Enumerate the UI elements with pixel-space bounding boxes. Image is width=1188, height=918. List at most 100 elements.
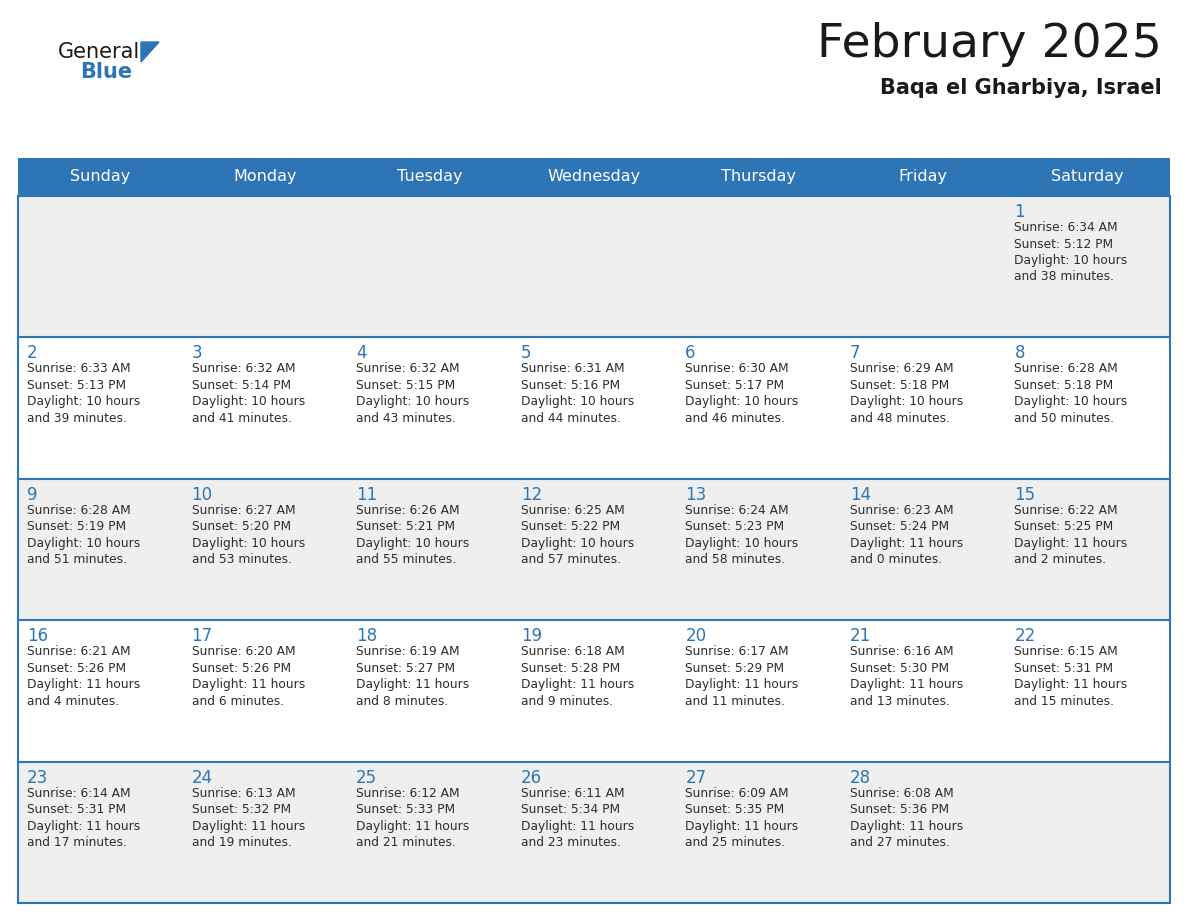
Text: Wednesday: Wednesday bbox=[548, 170, 640, 185]
Text: Daylight: 10 hours: Daylight: 10 hours bbox=[191, 396, 305, 409]
Text: and 48 minutes.: and 48 minutes. bbox=[849, 412, 950, 425]
Text: and 8 minutes.: and 8 minutes. bbox=[356, 695, 448, 708]
Text: Sunrise: 6:28 AM: Sunrise: 6:28 AM bbox=[27, 504, 131, 517]
Text: Sunrise: 6:33 AM: Sunrise: 6:33 AM bbox=[27, 363, 131, 375]
Text: 6: 6 bbox=[685, 344, 696, 363]
Text: 5: 5 bbox=[520, 344, 531, 363]
Text: 1: 1 bbox=[1015, 203, 1025, 221]
Text: Daylight: 11 hours: Daylight: 11 hours bbox=[27, 820, 140, 833]
Text: General: General bbox=[58, 42, 140, 62]
Text: Sunset: 5:20 PM: Sunset: 5:20 PM bbox=[191, 521, 291, 533]
Text: Sunset: 5:33 PM: Sunset: 5:33 PM bbox=[356, 803, 455, 816]
Text: Sunrise: 6:12 AM: Sunrise: 6:12 AM bbox=[356, 787, 460, 800]
Text: Daylight: 11 hours: Daylight: 11 hours bbox=[1015, 537, 1127, 550]
Text: Sunrise: 6:24 AM: Sunrise: 6:24 AM bbox=[685, 504, 789, 517]
Text: Sunrise: 6:27 AM: Sunrise: 6:27 AM bbox=[191, 504, 295, 517]
Text: Sunset: 5:31 PM: Sunset: 5:31 PM bbox=[27, 803, 126, 816]
Text: Sunset: 5:15 PM: Sunset: 5:15 PM bbox=[356, 379, 455, 392]
Text: and 0 minutes.: and 0 minutes. bbox=[849, 554, 942, 566]
Text: Sunset: 5:24 PM: Sunset: 5:24 PM bbox=[849, 521, 949, 533]
Text: 9: 9 bbox=[27, 486, 38, 504]
Text: 3: 3 bbox=[191, 344, 202, 363]
Text: Sunset: 5:18 PM: Sunset: 5:18 PM bbox=[1015, 379, 1113, 392]
Text: Sunrise: 6:17 AM: Sunrise: 6:17 AM bbox=[685, 645, 789, 658]
Text: and 17 minutes.: and 17 minutes. bbox=[27, 836, 127, 849]
Text: Sunday: Sunday bbox=[70, 170, 131, 185]
Text: Sunrise: 6:13 AM: Sunrise: 6:13 AM bbox=[191, 787, 295, 800]
Text: 26: 26 bbox=[520, 768, 542, 787]
Text: Sunset: 5:13 PM: Sunset: 5:13 PM bbox=[27, 379, 126, 392]
Text: and 19 minutes.: and 19 minutes. bbox=[191, 836, 291, 849]
Text: Blue: Blue bbox=[80, 62, 132, 82]
Text: 18: 18 bbox=[356, 627, 378, 645]
Text: Daylight: 10 hours: Daylight: 10 hours bbox=[685, 396, 798, 409]
Text: Sunset: 5:14 PM: Sunset: 5:14 PM bbox=[191, 379, 291, 392]
Text: Daylight: 10 hours: Daylight: 10 hours bbox=[1015, 254, 1127, 267]
Text: Sunset: 5:32 PM: Sunset: 5:32 PM bbox=[191, 803, 291, 816]
Text: Thursday: Thursday bbox=[721, 170, 796, 185]
Text: Daylight: 11 hours: Daylight: 11 hours bbox=[27, 678, 140, 691]
Text: Daylight: 11 hours: Daylight: 11 hours bbox=[520, 820, 634, 833]
Text: and 58 minutes.: and 58 minutes. bbox=[685, 554, 785, 566]
Text: Sunrise: 6:28 AM: Sunrise: 6:28 AM bbox=[1015, 363, 1118, 375]
Text: Daylight: 11 hours: Daylight: 11 hours bbox=[191, 678, 305, 691]
Text: Daylight: 10 hours: Daylight: 10 hours bbox=[191, 537, 305, 550]
Text: Sunrise: 6:21 AM: Sunrise: 6:21 AM bbox=[27, 645, 131, 658]
Text: Sunrise: 6:29 AM: Sunrise: 6:29 AM bbox=[849, 363, 954, 375]
Text: Sunset: 5:18 PM: Sunset: 5:18 PM bbox=[849, 379, 949, 392]
Text: Sunset: 5:21 PM: Sunset: 5:21 PM bbox=[356, 521, 455, 533]
Polygon shape bbox=[141, 42, 159, 62]
Text: Sunset: 5:12 PM: Sunset: 5:12 PM bbox=[1015, 238, 1113, 251]
Text: Baqa el Gharbiya, Israel: Baqa el Gharbiya, Israel bbox=[880, 78, 1162, 98]
Text: and 27 minutes.: and 27 minutes. bbox=[849, 836, 949, 849]
Text: 21: 21 bbox=[849, 627, 871, 645]
Text: Sunrise: 6:15 AM: Sunrise: 6:15 AM bbox=[1015, 645, 1118, 658]
Text: 4: 4 bbox=[356, 344, 367, 363]
Text: Sunset: 5:16 PM: Sunset: 5:16 PM bbox=[520, 379, 620, 392]
Text: Tuesday: Tuesday bbox=[397, 170, 462, 185]
Text: 12: 12 bbox=[520, 486, 542, 504]
Text: and 9 minutes.: and 9 minutes. bbox=[520, 695, 613, 708]
Text: and 21 minutes.: and 21 minutes. bbox=[356, 836, 456, 849]
Text: Sunset: 5:27 PM: Sunset: 5:27 PM bbox=[356, 662, 455, 675]
Text: Daylight: 11 hours: Daylight: 11 hours bbox=[191, 820, 305, 833]
Text: Sunset: 5:34 PM: Sunset: 5:34 PM bbox=[520, 803, 620, 816]
Text: Daylight: 11 hours: Daylight: 11 hours bbox=[520, 678, 634, 691]
Bar bbox=[18, 762, 1170, 903]
Text: February 2025: February 2025 bbox=[817, 22, 1162, 67]
Text: Daylight: 10 hours: Daylight: 10 hours bbox=[356, 537, 469, 550]
Text: Sunrise: 6:31 AM: Sunrise: 6:31 AM bbox=[520, 363, 625, 375]
Text: and 15 minutes.: and 15 minutes. bbox=[1015, 695, 1114, 708]
Bar bbox=[18, 196, 1170, 338]
Text: 20: 20 bbox=[685, 627, 707, 645]
Text: and 39 minutes.: and 39 minutes. bbox=[27, 412, 127, 425]
Text: Sunrise: 6:11 AM: Sunrise: 6:11 AM bbox=[520, 787, 625, 800]
Text: Sunset: 5:25 PM: Sunset: 5:25 PM bbox=[1015, 521, 1113, 533]
Text: 19: 19 bbox=[520, 627, 542, 645]
Text: 17: 17 bbox=[191, 627, 213, 645]
Text: Sunrise: 6:30 AM: Sunrise: 6:30 AM bbox=[685, 363, 789, 375]
Text: and 55 minutes.: and 55 minutes. bbox=[356, 554, 456, 566]
Text: and 51 minutes.: and 51 minutes. bbox=[27, 554, 127, 566]
Text: 7: 7 bbox=[849, 344, 860, 363]
Text: 2: 2 bbox=[27, 344, 38, 363]
Text: Sunrise: 6:14 AM: Sunrise: 6:14 AM bbox=[27, 787, 131, 800]
Text: and 57 minutes.: and 57 minutes. bbox=[520, 554, 620, 566]
Text: Sunset: 5:17 PM: Sunset: 5:17 PM bbox=[685, 379, 784, 392]
Text: Sunset: 5:19 PM: Sunset: 5:19 PM bbox=[27, 521, 126, 533]
Text: and 38 minutes.: and 38 minutes. bbox=[1015, 271, 1114, 284]
Text: 23: 23 bbox=[27, 768, 49, 787]
Text: Monday: Monday bbox=[233, 170, 297, 185]
Text: Daylight: 11 hours: Daylight: 11 hours bbox=[849, 820, 963, 833]
Text: Daylight: 11 hours: Daylight: 11 hours bbox=[849, 537, 963, 550]
Text: 10: 10 bbox=[191, 486, 213, 504]
Text: Sunrise: 6:08 AM: Sunrise: 6:08 AM bbox=[849, 787, 954, 800]
Text: 25: 25 bbox=[356, 768, 378, 787]
Text: Daylight: 10 hours: Daylight: 10 hours bbox=[356, 396, 469, 409]
Text: and 44 minutes.: and 44 minutes. bbox=[520, 412, 620, 425]
Text: 22: 22 bbox=[1015, 627, 1036, 645]
Text: 16: 16 bbox=[27, 627, 49, 645]
Text: 15: 15 bbox=[1015, 486, 1036, 504]
Text: Sunset: 5:36 PM: Sunset: 5:36 PM bbox=[849, 803, 949, 816]
Bar bbox=[18, 479, 1170, 621]
